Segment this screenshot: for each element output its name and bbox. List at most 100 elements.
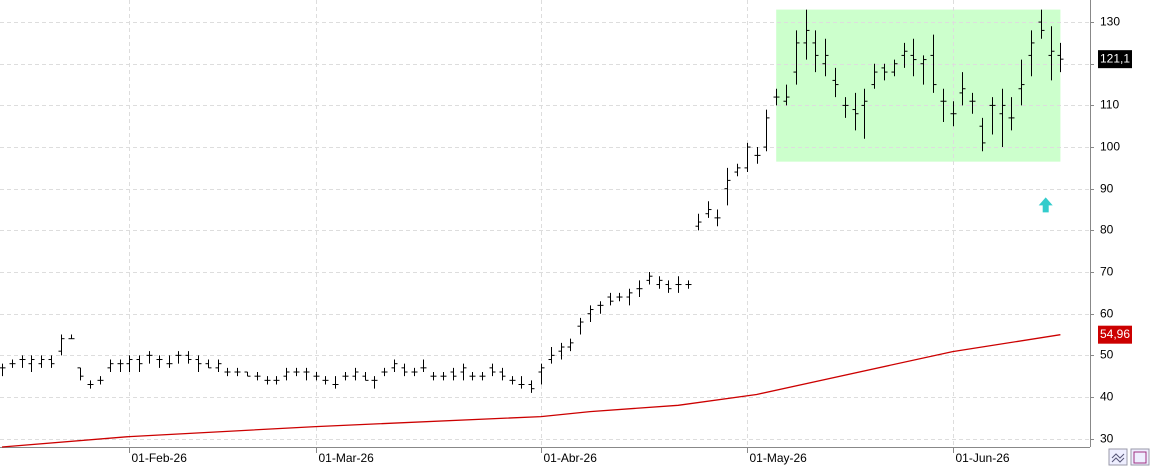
ohlc-bar (58, 334, 65, 356)
ohlc-bar (48, 355, 55, 368)
ohlc-bar (783, 84, 790, 106)
x-tick-label: 01-May-26 (750, 451, 808, 465)
last-value-label: 54,96 (1100, 327, 1130, 341)
ohlc-bar (636, 280, 643, 298)
ohlc-bar (185, 351, 192, 364)
ohlc-bar (19, 355, 26, 368)
ohlc-bar (695, 213, 702, 231)
ohlc-bar (607, 292, 614, 306)
ohlc-bar (832, 67, 839, 98)
ohlc-bar (1018, 59, 1025, 106)
y-tick-label: 80 (1100, 223, 1114, 237)
ohlc-bar (734, 163, 741, 177)
ohlc-bar (411, 367, 418, 377)
ohlc-bar (1057, 42, 1064, 73)
ohlc-bar (450, 367, 457, 381)
ohlc-bar (234, 367, 241, 377)
ohlc-bar (861, 88, 868, 139)
ohlc-bar (166, 355, 173, 368)
ohlc-bar (999, 88, 1006, 148)
ohlc-bar (822, 38, 829, 77)
ohlc-bar (175, 351, 182, 364)
ohlc-bar (852, 92, 859, 131)
moving-average-line (1, 334, 1061, 448)
last-value-box (1098, 50, 1132, 69)
ohlc-bar (989, 97, 996, 135)
ohlc-bar (577, 317, 584, 335)
y-tick-label: 130 (1100, 15, 1120, 29)
zoom-button[interactable] (1108, 448, 1128, 466)
ohlc-bar (117, 359, 124, 373)
x-tick-label: 01-Mar-26 (319, 451, 375, 465)
ohlc-bar (940, 88, 947, 123)
ohlc-bar (420, 359, 427, 373)
y-tick-label: 70 (1100, 265, 1114, 279)
signal-arrow (1038, 197, 1053, 213)
y-tick-label: 30 (1100, 432, 1114, 446)
y-tick-label: 50 (1100, 348, 1114, 362)
ohlc-bar (146, 351, 153, 364)
zoom-icon (1111, 453, 1125, 463)
ohlc-bar (812, 30, 819, 73)
ohlc-bar (920, 55, 927, 85)
highlight-zone (776, 9, 1061, 162)
ohlc-bar (479, 372, 486, 381)
ohlc-bar (509, 376, 516, 385)
ohlc-bar (244, 371, 251, 377)
ohlc-bar (303, 367, 310, 381)
ohlc-bar (1008, 97, 1015, 131)
ohlc-bar (930, 34, 937, 93)
ohlc-bar (587, 305, 594, 323)
ohlc-bar (538, 363, 545, 385)
ohlc-bar (675, 276, 682, 293)
ohlc-bar (68, 334, 75, 340)
ohlc-bar (460, 363, 467, 381)
ohlc-bar (28, 355, 35, 373)
last-value-box (1098, 325, 1132, 344)
ohlc-bar (518, 376, 525, 389)
ohlc-bar (763, 109, 770, 152)
x-tick-label: 01-Abr-26 (544, 451, 598, 465)
ohlc-bar (293, 367, 300, 377)
ohlc-bar (313, 372, 320, 381)
ohlc-bar (195, 355, 202, 373)
ohlc-bar (871, 63, 878, 89)
ohlc-bar (469, 372, 476, 381)
ohlc-bar (352, 367, 359, 381)
ohlc-bar (332, 376, 339, 389)
ohlc-bar (97, 376, 104, 385)
ohlc-bar (362, 372, 369, 381)
x-tick-label: 01-Feb-26 (132, 451, 188, 465)
ohlc-bar (273, 376, 280, 385)
save-button[interactable] (1130, 448, 1150, 466)
ohlc-bar (489, 363, 496, 377)
ohlc-bar (616, 292, 623, 302)
y-tick-label: 100 (1100, 140, 1120, 154)
ohlc-bar (724, 167, 731, 206)
ohlc-bar (881, 63, 888, 81)
ohlc-bar (744, 142, 751, 173)
ohlc-bar (950, 101, 957, 127)
ohlc-bar (910, 38, 917, 77)
ohlc-bar (656, 276, 663, 289)
y-tick-label: 60 (1100, 307, 1114, 321)
ohlc-bar (646, 272, 653, 285)
ohlc-bar (705, 201, 712, 218)
ohlc-bar (215, 359, 222, 373)
ohlc-bar (401, 363, 408, 377)
ohlc-bar (126, 355, 133, 373)
ohlc-bar (264, 376, 271, 385)
ohlc-bar (205, 359, 212, 369)
ohlc-bar (342, 372, 349, 381)
ohlc-bar (959, 72, 966, 106)
last-value-label: 121,1 (1100, 51, 1130, 65)
ohlc-bar (38, 355, 45, 368)
ohlc-bar (597, 301, 604, 314)
ohlc-bar (528, 380, 535, 393)
ohlc-bar (979, 117, 986, 152)
ohlc-bar (77, 367, 84, 381)
ohlc-bar (754, 147, 761, 164)
ohlc-bar (793, 30, 800, 85)
ohlc-bar (322, 376, 329, 385)
